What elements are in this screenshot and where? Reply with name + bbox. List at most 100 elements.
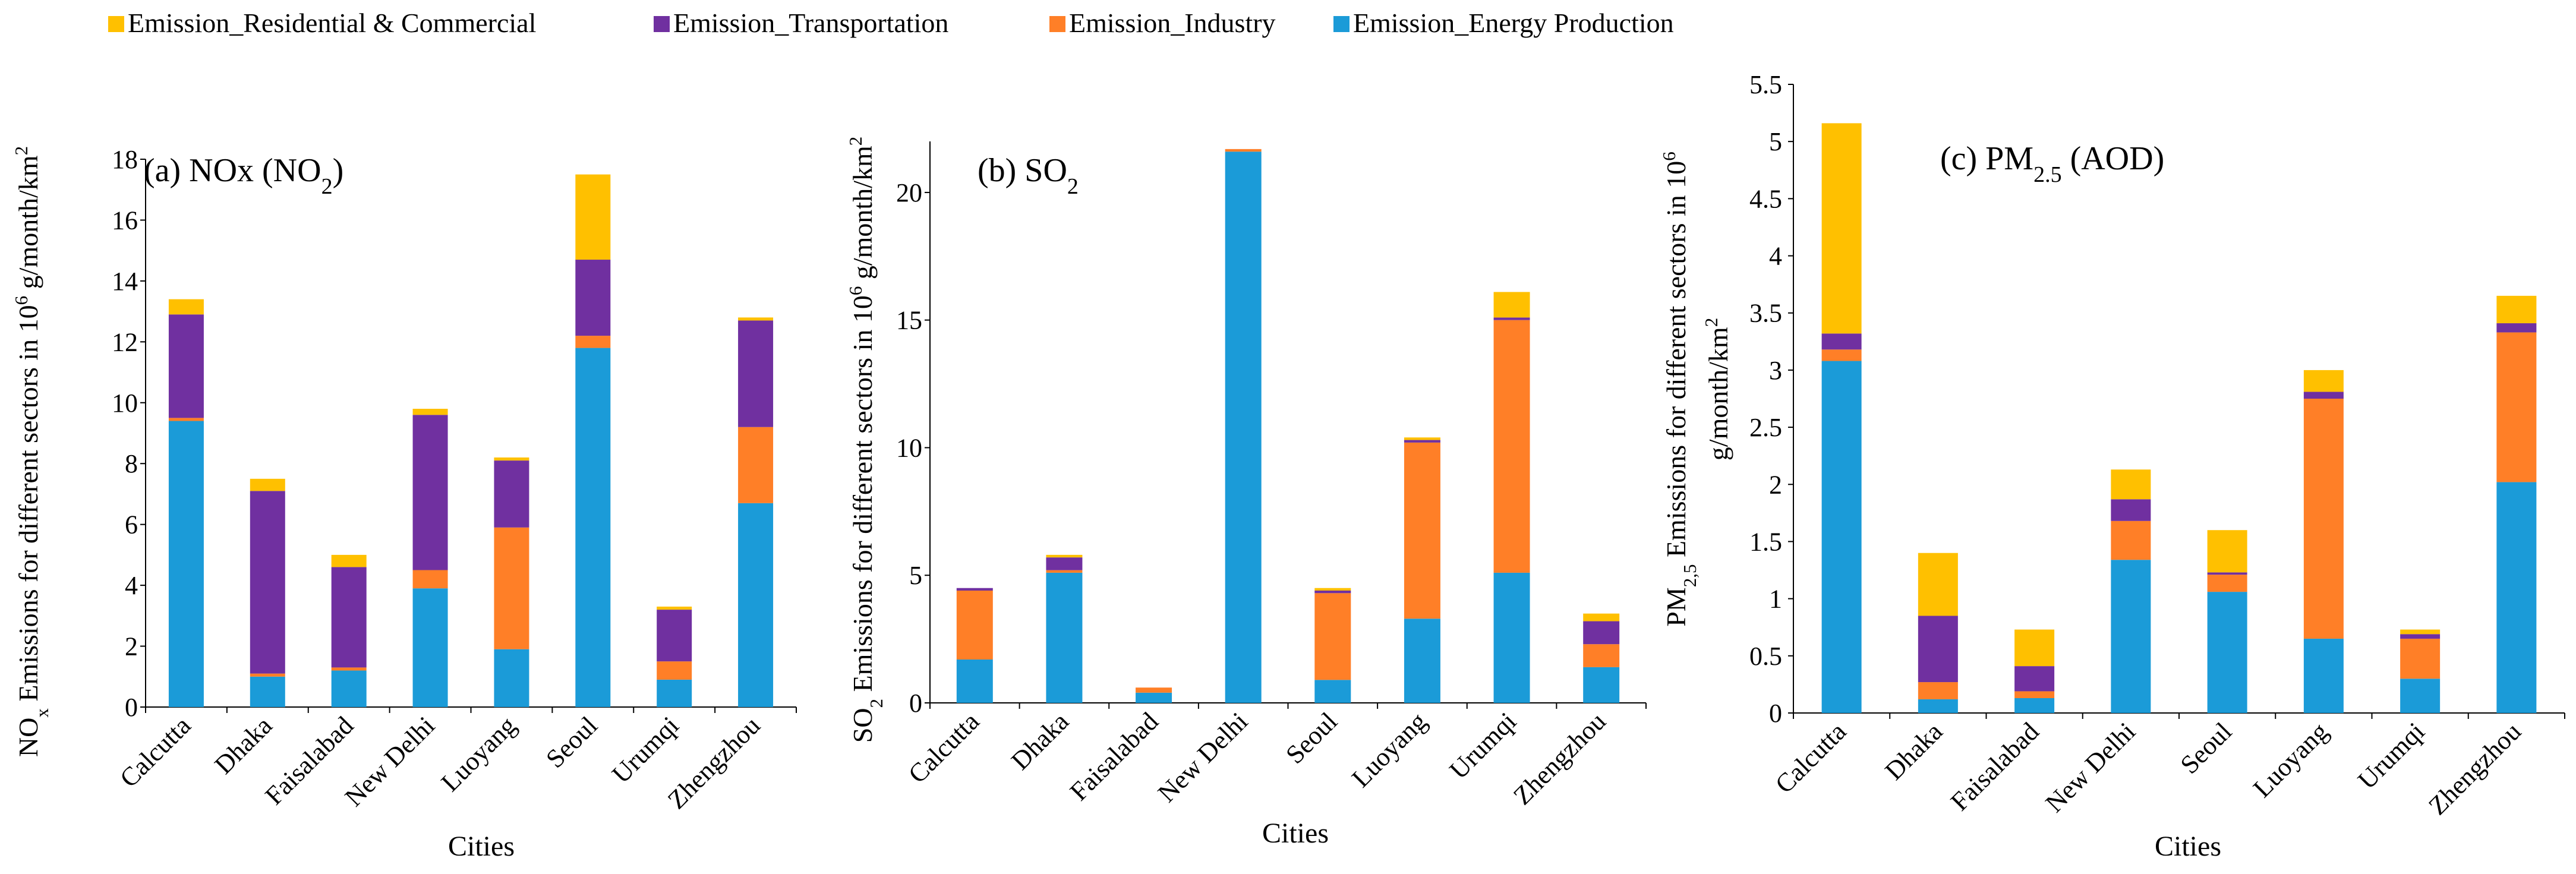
chart-a-ylabel-part-1: x bbox=[31, 708, 52, 718]
chart-b-bar-new-delhi-ind bbox=[1225, 149, 1262, 152]
chart-c-bar-zhengzhou-res bbox=[2496, 295, 2537, 324]
chart-c-ylabel-line1-part-0: PM bbox=[1661, 587, 1691, 626]
chart-a-bar-seoul-energy bbox=[575, 348, 611, 707]
chart-c-ytick-label: 1.5 bbox=[1749, 527, 1782, 556]
chart-c-bar-seoul-energy bbox=[2207, 592, 2247, 713]
chart-b-ytick-label: 10 bbox=[896, 433, 922, 462]
chart-c-bar-new-delhi-trans bbox=[2111, 499, 2151, 521]
chart-c-bar-seoul-trans bbox=[2207, 572, 2247, 575]
chart-b-bar-calcutta-ind bbox=[956, 591, 993, 660]
chart-c-ylabel-line1: PM2,5 Emissions for different sectors in… bbox=[1659, 152, 1700, 627]
chart-c-bar-new-delhi-res bbox=[2111, 469, 2151, 500]
chart-c-category-label: Dhaka bbox=[1880, 717, 1948, 785]
chart-c-bar-zhengzhou-trans bbox=[2496, 323, 2537, 333]
chart-c-ytick-label: 0.5 bbox=[1749, 642, 1782, 671]
chart-a-bar-dhaka-trans bbox=[250, 491, 285, 674]
chart-c-category-label: Luoyang bbox=[2247, 717, 2334, 803]
chart-b-category-label: Dhaka bbox=[1005, 706, 1074, 775]
chart-a-ytick-label: 10 bbox=[112, 389, 138, 418]
chart-a-bar-new-delhi-energy bbox=[412, 588, 448, 707]
chart-c-ytick-label: 2 bbox=[1769, 470, 1782, 499]
chart-a-bar-urumqi-res bbox=[657, 606, 692, 610]
chart-b-title-part-1: 2 bbox=[1067, 174, 1079, 199]
chart-c-bar-calcutta-res bbox=[1821, 123, 1862, 334]
chart-a-bar-seoul-res bbox=[575, 174, 611, 260]
chart-c-xlabel: Cities bbox=[2155, 831, 2221, 862]
chart-a-bar-calcutta-energy bbox=[168, 421, 204, 707]
chart-c-bar-dhaka-energy bbox=[1918, 699, 1958, 713]
chart-c-ylabel-line2-part-0: g/month/km bbox=[1703, 327, 1733, 460]
chart-b-ylabel: SO 2 Emissions for different sectors in 1… bbox=[845, 137, 887, 743]
chart-b-ytick-label: 15 bbox=[896, 306, 922, 335]
chart-c-bar-seoul-res bbox=[2207, 530, 2247, 573]
chart-b-category-label: Calcutta bbox=[903, 706, 985, 788]
chart-b-bar-zhengzhou-trans bbox=[1583, 621, 1620, 645]
chart-c-bar-dhaka-res bbox=[1918, 553, 1958, 616]
chart-b-bar-dhaka-res bbox=[1046, 554, 1083, 558]
chart-b-category-label: Faisalabad bbox=[1064, 706, 1164, 806]
chart-a-bar-seoul-ind bbox=[575, 336, 611, 348]
chart-c-bar-new-delhi-energy bbox=[2111, 560, 2151, 713]
chart-a-bar-luoyang-trans bbox=[494, 460, 529, 528]
chart-c-ylabel-line2-part-1: 2 bbox=[1701, 318, 1721, 327]
chart-c-bar-faisalabad-ind bbox=[2014, 691, 2055, 698]
chart-a-bar-urumqi-ind bbox=[657, 661, 692, 680]
chart-b-ylabel-part-2: Emissions for different sectors in 10 bbox=[847, 295, 878, 699]
legend-label-ind: Emission_Industry bbox=[1069, 8, 1276, 38]
chart-b-ylabel-part-3: 6 bbox=[845, 286, 866, 296]
chart-a-ytick-label: 12 bbox=[112, 327, 138, 356]
chart-a-title-part-2: ) bbox=[333, 152, 344, 189]
chart-c-ytick-label: 3 bbox=[1769, 356, 1782, 385]
chart-a-bar-zhengzhou-res bbox=[738, 317, 774, 321]
chart-c-bar-new-delhi-ind bbox=[2111, 520, 2151, 560]
chart-a-category-label: Urumqi bbox=[606, 711, 684, 788]
chart-b-ylabel-part-5: 2 bbox=[845, 137, 866, 146]
chart-b-bar-urumqi-res bbox=[1493, 292, 1530, 318]
chart-a-bar-calcutta-trans bbox=[168, 314, 204, 418]
chart-a-bar-luoyang-res bbox=[494, 457, 529, 461]
chart-c-category-label: Zhengzhou bbox=[2423, 717, 2527, 821]
chart-b-bar-urumqi-ind bbox=[1493, 320, 1530, 573]
chart-c-category-label: Calcutta bbox=[1770, 717, 1852, 799]
chart-b-ylabel-part-0: SO bbox=[847, 708, 878, 743]
legend-label-res: Emission_Residential & Commercial bbox=[128, 8, 536, 38]
chart-c-bar-dhaka-ind bbox=[1918, 682, 1958, 699]
chart-a-ytick-label: 8 bbox=[125, 449, 138, 478]
chart-c-ytick-label: 5.5 bbox=[1749, 70, 1782, 99]
chart-b-category-label: Zhengzhou bbox=[1508, 706, 1612, 810]
chart-a-ytick-label: 2 bbox=[125, 632, 138, 661]
chart-c-category-label: New Delhi bbox=[2040, 717, 2141, 818]
chart-c-bar-faisalabad-trans bbox=[2014, 666, 2055, 692]
chart-b-bar-zhengzhou-energy bbox=[1583, 667, 1620, 703]
chart-c-title-part-0: (c) PM bbox=[1940, 140, 2033, 177]
chart-c-ytick-label: 4.5 bbox=[1749, 184, 1782, 213]
chart-a-bar-new-delhi-trans bbox=[412, 415, 448, 570]
chart-c-bar-calcutta-ind bbox=[1821, 349, 1862, 361]
chart-a-bar-faisalabad-res bbox=[331, 554, 367, 567]
chart-b-title: (b) SO2 bbox=[978, 152, 1079, 199]
chart-c-ylabel-line1-part-3: 6 bbox=[1659, 152, 1679, 161]
chart-a-bar-dhaka-ind bbox=[250, 673, 285, 677]
chart-c-ytick-label: 1 bbox=[1769, 585, 1782, 614]
chart-b-ytick-label: 20 bbox=[896, 178, 922, 207]
chart-b-bar-calcutta-trans bbox=[956, 588, 993, 591]
chart-c-pm25: 0 0.5 1 1.5 2 2.5 3 3.5 4 4.5 5 5.5 Calcutta DhakaFai… bbox=[1659, 70, 2565, 862]
chart-c-ytick-label: 0 bbox=[1769, 699, 1782, 728]
chart-c-bar-calcutta-trans bbox=[1821, 333, 1862, 350]
chart-c-title: (c) PM2.5 (AOD) bbox=[1940, 140, 2164, 187]
chart-c-ylabel-line2: g/month/km2 bbox=[1701, 318, 1734, 460]
chart-b-category-label: Urumqi bbox=[1444, 706, 1522, 784]
chart-c-bar-calcutta-energy bbox=[1821, 361, 1862, 713]
chart-b-bar-seoul-energy bbox=[1314, 680, 1351, 703]
chart-a-title-part-1: 2 bbox=[321, 174, 333, 199]
chart-a-bar-dhaka-res bbox=[250, 478, 285, 491]
chart-c-bar-urumqi-trans bbox=[2400, 634, 2441, 639]
chart-c-bar-seoul-ind bbox=[2207, 575, 2247, 592]
chart-c-bar-faisalabad-res bbox=[2014, 629, 2055, 667]
chart-b-xlabel: Cities bbox=[1262, 818, 1329, 849]
chart-a-category-label: Seoul bbox=[540, 711, 603, 774]
